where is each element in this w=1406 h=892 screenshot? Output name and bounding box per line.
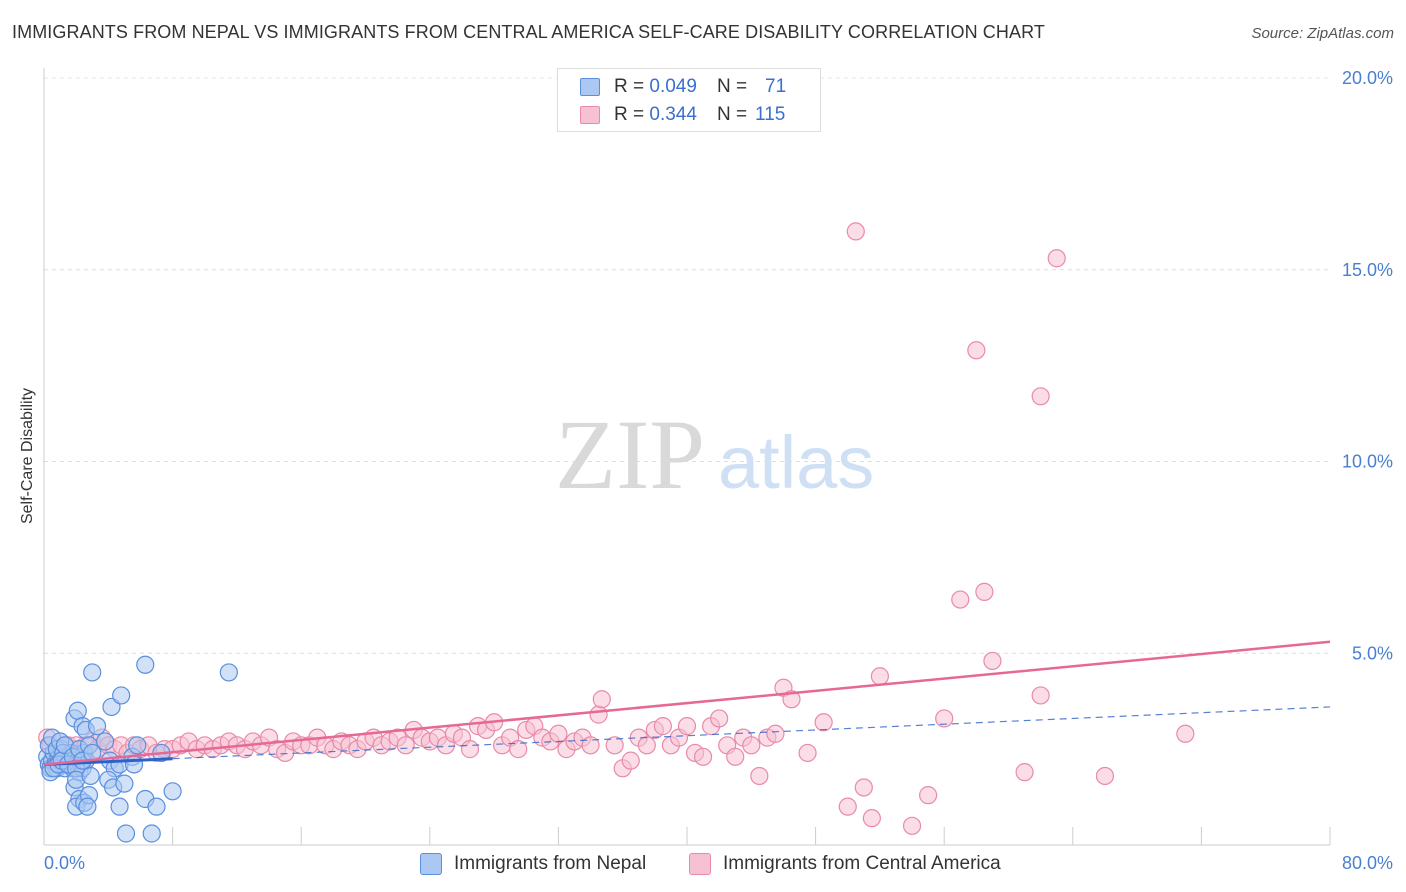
nepal-point-54 — [124, 755, 144, 774]
gridlines — [44, 77, 1330, 654]
legend-r-label: R = — [614, 76, 645, 97]
central-america-point-71 — [549, 724, 568, 743]
nepal-point-65 — [78, 797, 97, 816]
nepal-point-47 — [95, 732, 115, 751]
central-america-point-89 — [693, 747, 713, 766]
central-america-point-82 — [637, 736, 656, 755]
central-america-point-120 — [1031, 387, 1050, 406]
trend-lines — [43, 640, 1331, 766]
legend-r-value-nepal: 0.049 — [649, 76, 697, 97]
nepal-point-69 — [115, 774, 134, 793]
nepal-point-73 — [116, 824, 136, 843]
central-america-point-84 — [653, 717, 672, 736]
central-america-point-80 — [621, 751, 640, 770]
nepal-point-41 — [68, 701, 87, 720]
bottom-legend-label-nepal: Immigrants from Nepal — [454, 853, 647, 874]
central-america-point-118 — [1047, 249, 1066, 268]
central-america-point-76 — [589, 705, 608, 724]
central-america-point-103 — [838, 797, 857, 816]
central-america-point-111 — [983, 651, 1002, 671]
nepal-point-68 — [110, 797, 129, 816]
central-america-point-100 — [782, 690, 801, 709]
nepal-point-71 — [147, 797, 166, 816]
bottom-legend-central-america: Immigrants from Central America — [689, 851, 1001, 877]
central-america-point-106 — [870, 667, 890, 686]
x-tick-label-max: 80.0% — [1342, 853, 1393, 873]
central-america-point-116 — [975, 582, 994, 601]
central-america-point-66 — [509, 740, 528, 759]
x-tick-label-min: 0.0% — [44, 853, 85, 873]
legend-n-value-central-america: 115 — [755, 104, 786, 125]
chart-title: IMMIGRANTS FROM NEPAL VS IMMIGRANTS FROM… — [12, 22, 1045, 42]
legend-r-value-central-america: 0.344 — [649, 104, 697, 125]
nepal-point-59 — [219, 663, 238, 682]
central-america-point-109 — [935, 709, 954, 728]
central-america-point-75 — [581, 736, 600, 755]
nepal-point-74 — [142, 824, 161, 843]
legend-n-label: N = — [716, 76, 748, 97]
legend-swatch-nepal — [580, 78, 600, 96]
y-tick-label-1: 10.0% — [1342, 452, 1393, 472]
bottom-legend-swatch-central-america — [689, 853, 711, 875]
series-central-america-points — [38, 222, 1195, 835]
central-america-point-91 — [710, 709, 729, 728]
source-credit: Source: ZipAtlas.com — [1251, 25, 1394, 42]
central-america-point-108 — [919, 786, 938, 805]
central-america-point-112 — [1015, 763, 1034, 782]
watermark: ZIP atlas — [555, 399, 874, 510]
legend-row-central-america: R = 0.344 N = 115 — [580, 103, 785, 127]
central-america-point-52 — [396, 736, 415, 755]
axes — [43, 68, 1331, 846]
nepal-point-46 — [87, 717, 107, 736]
bottom-legend-swatch-nepal — [420, 853, 442, 875]
nepal-point-58 — [136, 655, 155, 674]
central-america-point-101 — [798, 743, 817, 763]
legend-row-nepal: R = 0.049 N = 71 — [580, 75, 786, 99]
central-america-point-114 — [1095, 766, 1115, 786]
central-america-point-93 — [726, 747, 745, 766]
legend-r-label: R = — [614, 104, 645, 125]
legend-n-value-nepal: 71 — [765, 76, 787, 97]
correlation-legend: R = 0.049 N = 71 R = 0.344 N = 115 — [557, 68, 821, 132]
central-america-point-87 — [677, 717, 697, 736]
central-america-point-115 — [1176, 724, 1195, 743]
central-america-point-96 — [750, 766, 769, 786]
y-tick-label-0: 5.0% — [1352, 643, 1393, 663]
central-america-point-110 — [951, 590, 970, 609]
central-america-point-60 — [460, 740, 480, 759]
nepal-point-72 — [163, 782, 182, 801]
nepal-point-55 — [128, 736, 147, 755]
central-america-point-117 — [846, 222, 865, 241]
central-america-point-95 — [742, 736, 761, 755]
central-america-point-107 — [902, 816, 922, 835]
central-america-point-119 — [967, 341, 986, 360]
central-america-point-113 — [1031, 686, 1050, 705]
bottom-legend-label-central-america: Immigrants from Central America — [723, 853, 1001, 874]
nepal-point-52 — [112, 686, 131, 705]
legend-swatch-central-america — [580, 106, 600, 124]
central-america-point-102 — [814, 713, 833, 732]
central-america-trend-line — [43, 640, 1331, 766]
watermark-zip: ZIP — [555, 399, 705, 510]
nepal-point-76 — [81, 766, 100, 786]
nepal-point-57 — [83, 663, 102, 682]
central-america-point-78 — [605, 736, 624, 755]
tick-labels: 5.0% 10.0% 15.0% 20.0% 0.0% 80.0% — [44, 68, 1393, 873]
nepal-trend-extension — [172, 706, 1331, 760]
bottom-legend-nepal: Immigrants from Nepal — [420, 851, 646, 877]
legend-n-label: N = — [716, 104, 748, 125]
central-america-point-105 — [862, 809, 881, 828]
central-america-point-77 — [592, 690, 611, 709]
central-america-point-98 — [766, 724, 785, 743]
y-tick-label-2: 15.0% — [1342, 260, 1393, 280]
y-tick-label-3: 20.0% — [1342, 68, 1393, 88]
watermark-atlas: atlas — [718, 421, 874, 504]
central-america-point-104 — [854, 778, 873, 797]
